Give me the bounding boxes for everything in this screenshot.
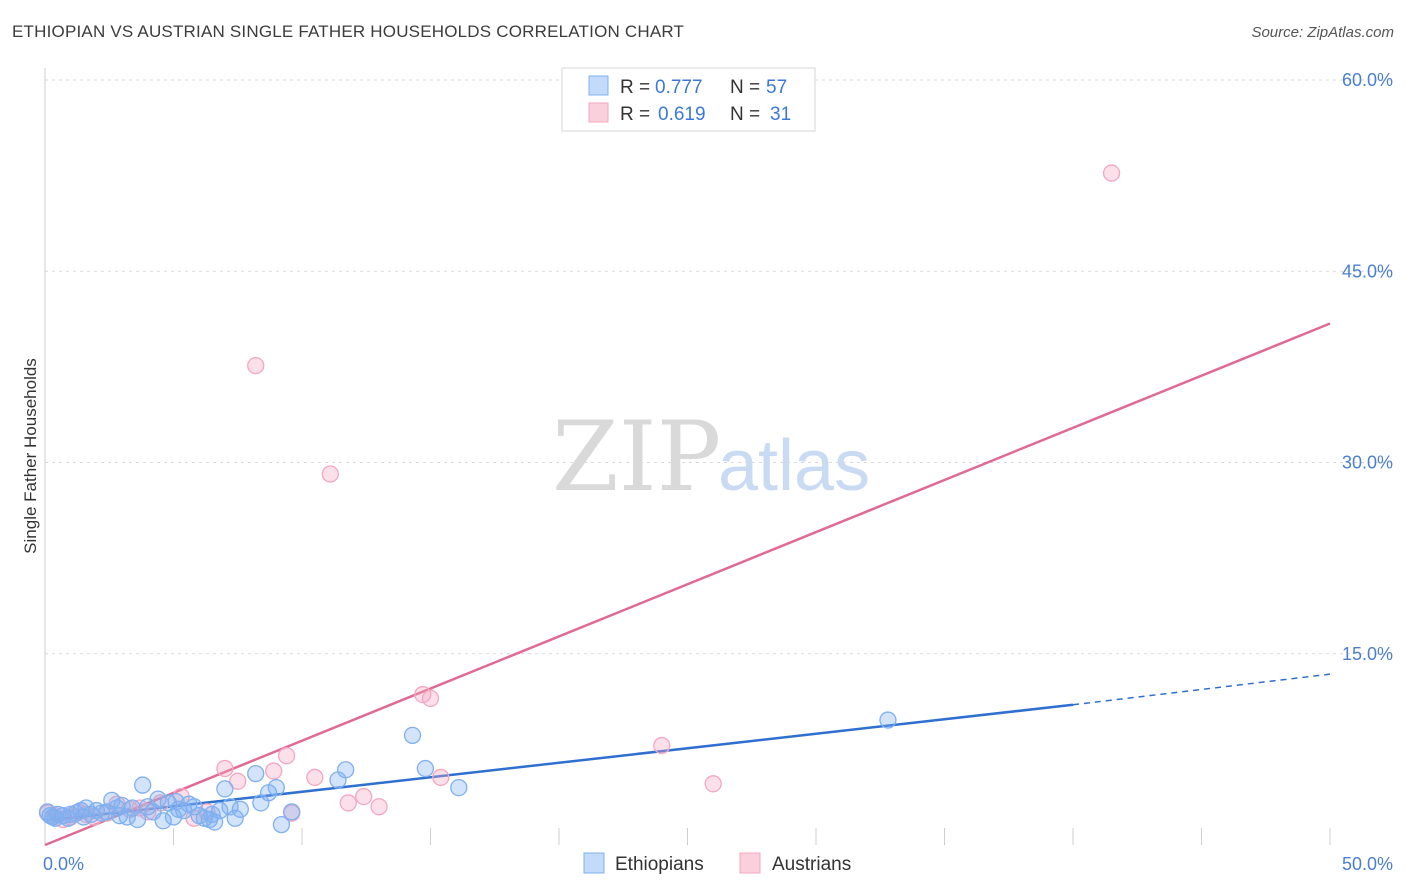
austrians-point — [229, 772, 247, 790]
ethiopians-point — [267, 778, 285, 797]
chart-source: Source: ZipAtlas.com — [1251, 24, 1394, 41]
legend: R = 0.777 N = 57 R = 0.619 N = 31 — [561, 67, 816, 132]
austrians-point — [306, 768, 324, 787]
ethiopians-point — [134, 776, 152, 794]
austrians-point — [355, 787, 373, 806]
legend-swatch-austrians — [588, 102, 609, 123]
ethiopians-point — [247, 764, 265, 783]
bottom-legend: Ethiopians Austrians — [583, 852, 851, 875]
legend-swatch-ethiopians — [588, 75, 609, 96]
austrians-point — [216, 759, 234, 778]
chart-title: ETHIOPIAN VS AUSTRIAN SINGLE FATHER HOUS… — [12, 22, 685, 41]
bottom-legend-swatch-ethiopians — [583, 852, 605, 874]
austrians-point — [321, 465, 339, 483]
ethiopians-point — [154, 812, 172, 830]
austrians-trend-line — [44, 322, 1331, 847]
ethiopians-point — [110, 807, 129, 825]
y-tick-label: 30.0% — [1342, 453, 1393, 473]
legend-austrians-r: 0.619 — [658, 104, 706, 125]
austrians-point — [277, 747, 296, 765]
ethiopians-point — [216, 780, 234, 798]
ethiopians-point — [879, 711, 897, 729]
ethiopians-point — [185, 798, 203, 816]
x-tick-label: 50.0% — [1342, 854, 1393, 874]
ethiopians-point — [450, 778, 468, 797]
ethiopians-trend-extension — [1072, 673, 1331, 706]
legend-n-label: N = — [730, 77, 760, 98]
austrians-point — [265, 762, 283, 780]
austrians-point — [421, 689, 440, 708]
bottom-legend-swatch-austrians — [739, 852, 761, 874]
ethiopians-point — [231, 800, 249, 818]
ethiopians-point — [283, 803, 301, 821]
ethiopians-point — [416, 759, 435, 778]
ethiopians-point — [272, 815, 291, 834]
ethiopians-point — [337, 761, 355, 779]
y-axis-label: Single Father Households — [21, 358, 40, 554]
legend-ethiopians-n: 57 — [766, 77, 787, 98]
y-tick-label: 45.0% — [1342, 261, 1393, 281]
watermark-atlas: atlas — [718, 426, 870, 506]
bottom-legend-ethiopians: Ethiopians — [615, 854, 704, 875]
ethiopians-point — [167, 793, 185, 811]
austrians-point — [370, 798, 388, 816]
y-tick-label: 60.0% — [1342, 70, 1393, 90]
ethiopians-point — [128, 810, 147, 829]
bottom-legend-austrians: Austrians — [772, 854, 851, 875]
legend-austrians-n: 31 — [770, 104, 791, 125]
austrians-point — [339, 794, 357, 812]
axes: 15.0% 30.0% 45.0% 60.0% 0.0% 50.0% — [43, 68, 1393, 874]
ethiopians-point — [46, 809, 64, 827]
x-tick-label: 0.0% — [43, 854, 84, 874]
austrians-point — [432, 768, 450, 787]
ethiopians-point — [149, 790, 167, 808]
austrians-point — [653, 736, 671, 755]
y-tick-label: 15.0% — [1342, 644, 1393, 664]
ethiopians-point — [403, 726, 422, 744]
austrians-point — [247, 356, 265, 375]
trend-lines — [44, 322, 1331, 847]
ethiopians-point — [226, 809, 244, 827]
austrians-point — [704, 775, 722, 793]
austrians-point — [1102, 164, 1121, 182]
legend-ethiopians-r: 0.777 — [655, 77, 703, 98]
legend-r-label: R = — [620, 77, 650, 98]
ethiopians-trend-line — [44, 703, 1074, 823]
legend-r-label: R = — [620, 104, 650, 125]
legend-n-label: N = — [730, 104, 760, 125]
data-points — [38, 164, 1121, 834]
ethiopians-point — [74, 808, 93, 826]
ethiopians-point — [203, 805, 221, 824]
watermark-zip: ZIP — [552, 401, 721, 513]
